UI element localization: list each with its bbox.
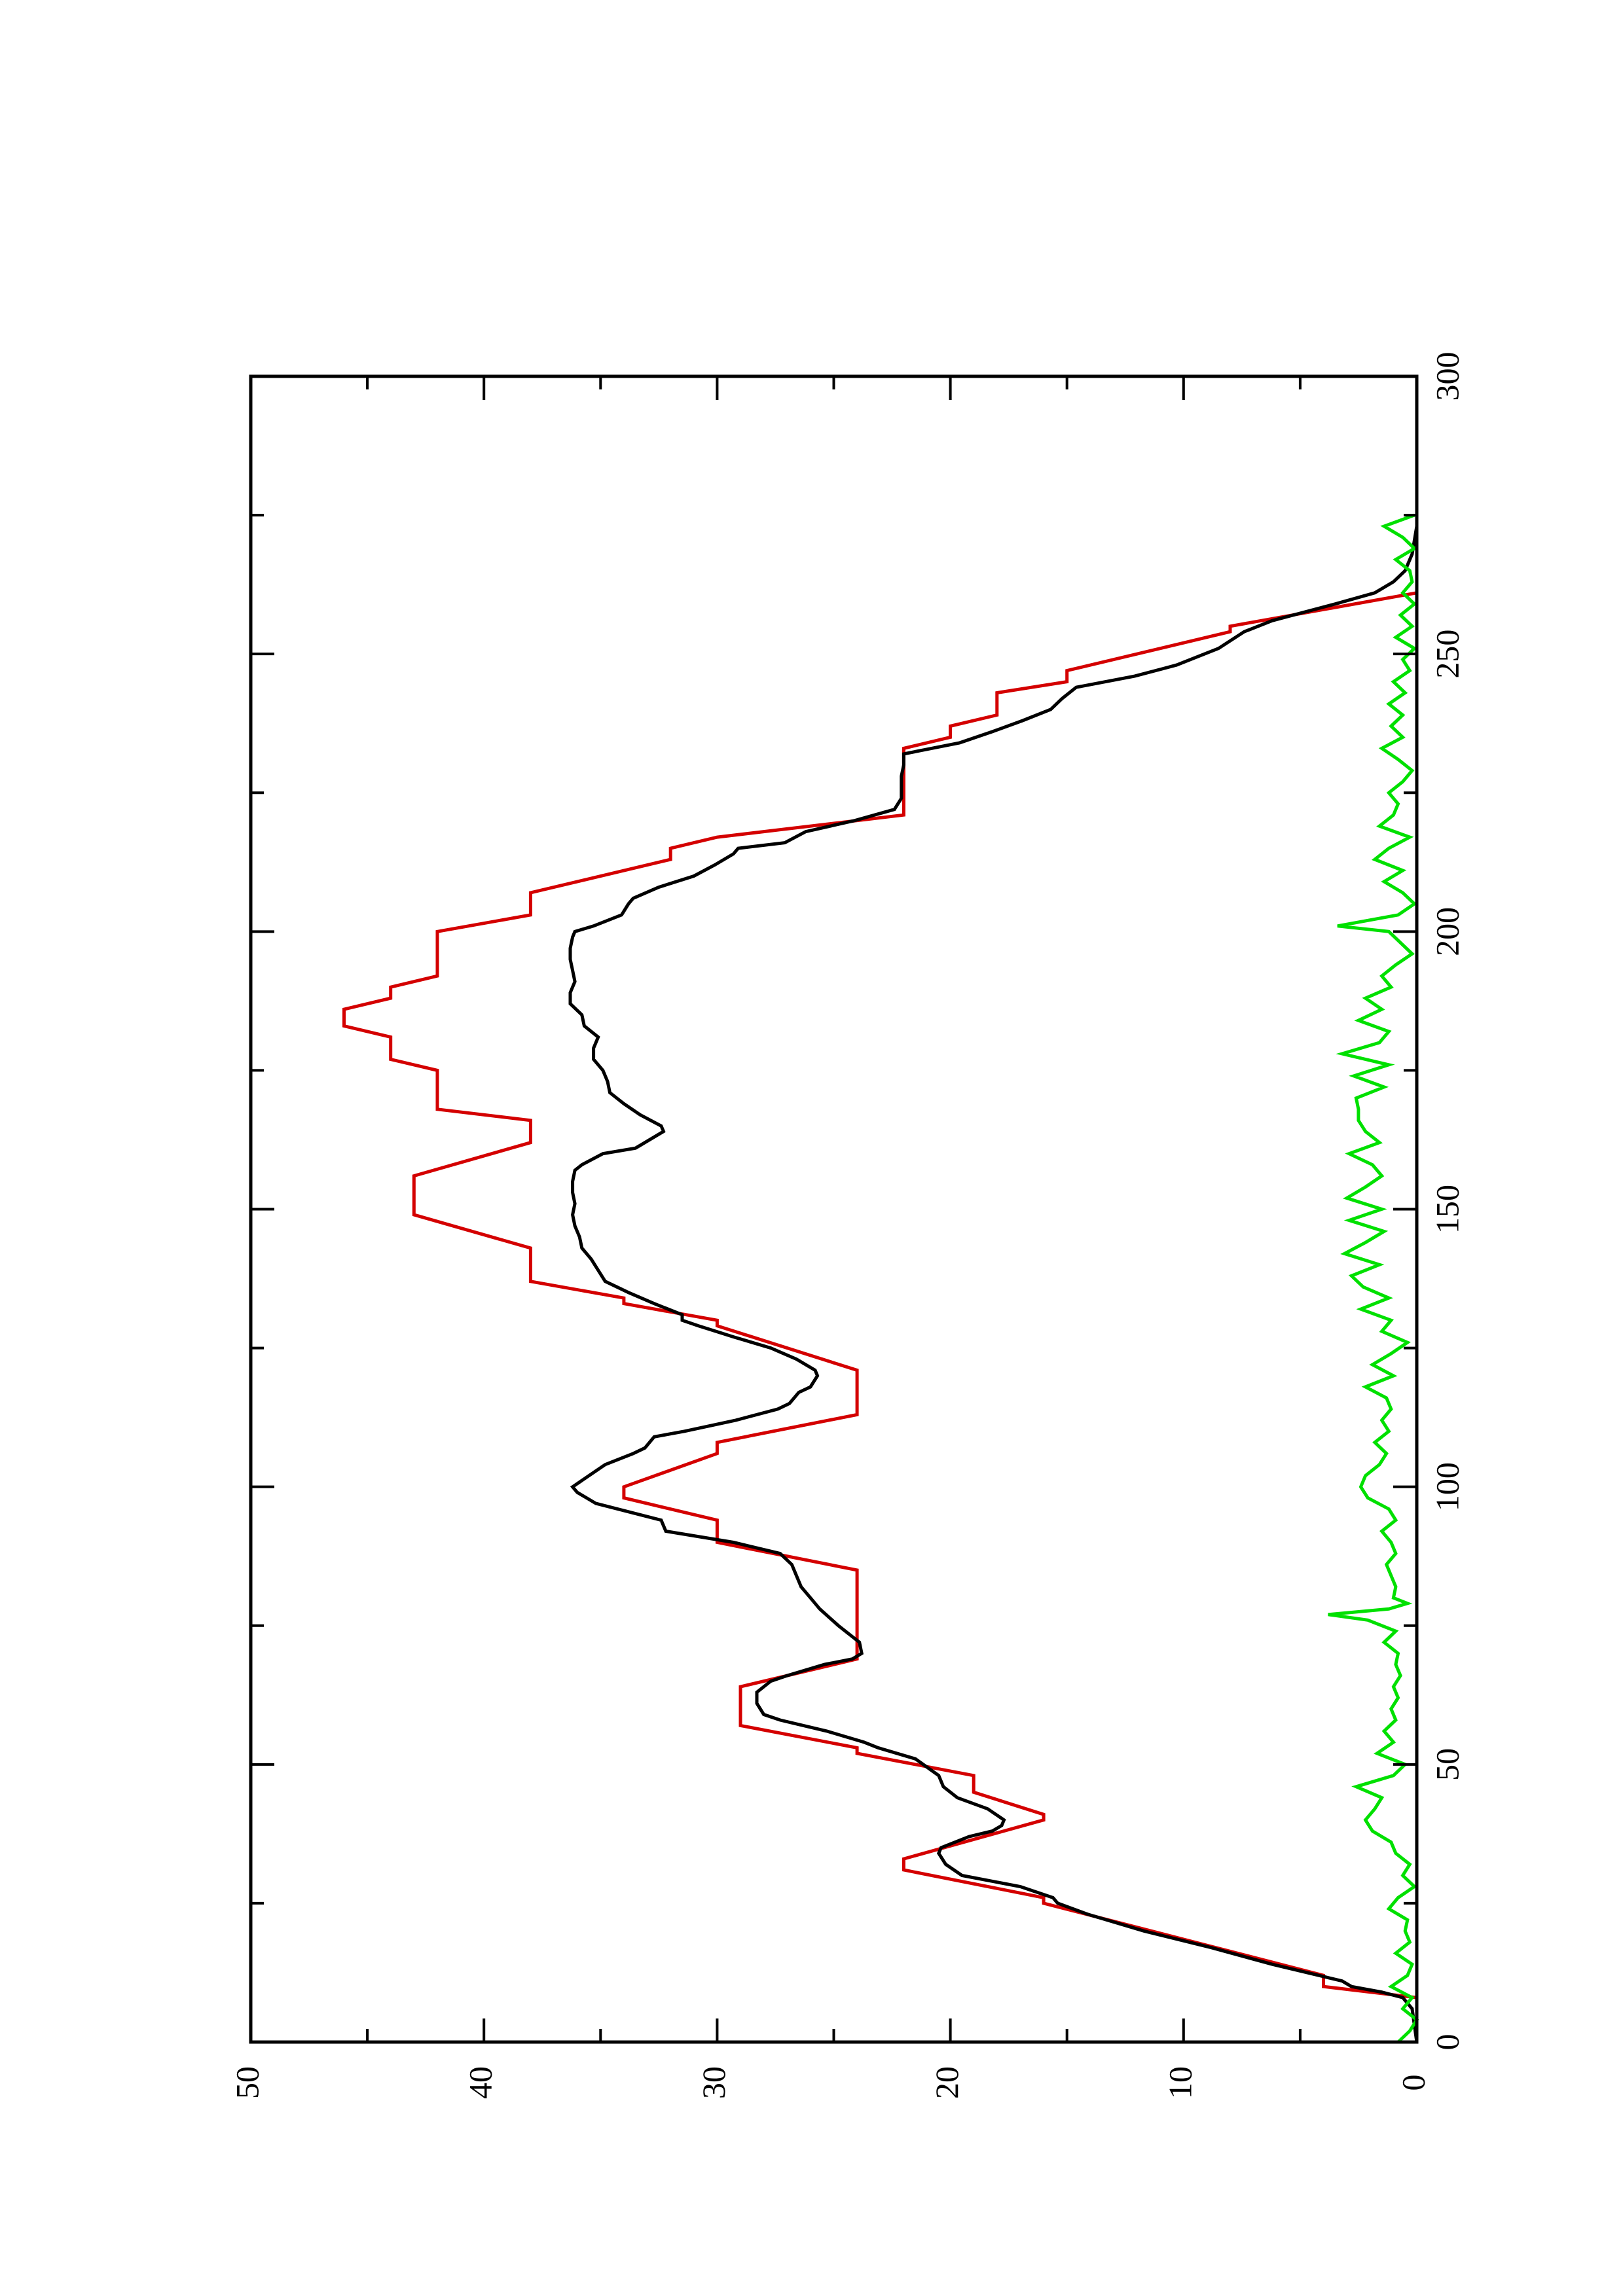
tick-label-layer: 0 50 100 150 200 250 300 0 10 20 30 40 50: [228, 352, 1465, 2100]
x-tick-label: 250: [1429, 630, 1465, 679]
series-line-1: [568, 515, 1419, 2043]
series-2: [1328, 513, 1419, 2043]
x-tick-label: 50: [1429, 1748, 1465, 1781]
series-layer: [342, 513, 1419, 2043]
y-tick-label: 30: [695, 2066, 732, 2099]
series-1: [568, 515, 1419, 2043]
y-tick-label: 0: [1395, 2075, 1431, 2091]
y-tick-label: 10: [1161, 2066, 1198, 2099]
y-tick-label: 40: [462, 2066, 499, 2099]
y-tick-label: 50: [228, 2066, 265, 2099]
x-tick-label: 0: [1429, 2034, 1465, 2051]
x-tick-label: 300: [1429, 352, 1465, 401]
y-tick-label: 20: [928, 2066, 965, 2099]
x-tick-label: 200: [1429, 907, 1465, 956]
plot-frame: [249, 374, 1419, 2044]
series-line-2: [1328, 513, 1419, 2043]
x-tick-label: 100: [1429, 1462, 1465, 1511]
x-tick-label: 150: [1429, 1185, 1465, 1234]
